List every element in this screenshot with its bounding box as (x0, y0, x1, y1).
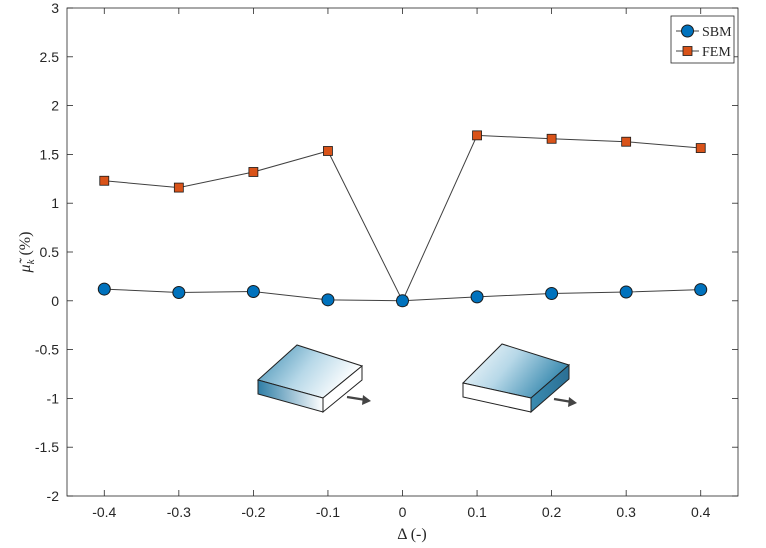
y-axis: -2 -1.5 -1 -0.5 0 0.5 1 1.5 2 2.5 3 (35, 0, 738, 504)
y-tick-label: -1.5 (35, 439, 59, 455)
y-tick-label: 0 (51, 293, 59, 309)
y-tick-label: 1 (51, 195, 59, 211)
legend-marker-sbm (681, 24, 694, 38)
y-tick-label: -0.5 (35, 342, 59, 358)
x-tick-label: -0.1 (316, 504, 340, 520)
y-tick-label: 2.5 (40, 49, 60, 65)
sbm-point (619, 285, 633, 299)
fem-point (99, 175, 110, 186)
y-tick-label: 2 (51, 98, 59, 114)
legend-entry-sbm: SBM (676, 24, 732, 40)
arrow-icon (553, 397, 577, 407)
x-tick-label: -0.3 (167, 504, 191, 520)
fem-point (248, 167, 259, 177)
legend-label-sbm: SBM (702, 25, 732, 40)
fem-point (621, 136, 632, 147)
plate-icon-left (256, 344, 371, 414)
sbm-point (246, 285, 260, 299)
fem-point (546, 133, 557, 144)
legend-entry-fem: FEM (676, 45, 731, 60)
y-tick-label: -2 (47, 488, 60, 504)
x-tick-label: 0.1 (467, 504, 487, 520)
sbm-point (172, 286, 186, 300)
y-tick-label: 1.5 (40, 146, 60, 162)
y-tick-label: 0.5 (40, 244, 60, 260)
x-tick-label: 0.2 (542, 504, 562, 520)
plot-area (66, 7, 739, 497)
plate-icon-right (462, 343, 577, 414)
x-tick-label: 0.4 (691, 504, 711, 520)
legend-label-fem: FEM (702, 45, 731, 60)
series-sbm (97, 282, 708, 308)
legend-box (670, 15, 735, 64)
sbm-point (321, 293, 335, 307)
fem-point (695, 143, 706, 153)
x-tick-label: 0 (399, 504, 407, 520)
series-layer (97, 130, 708, 308)
sbm-point (545, 286, 559, 300)
y-tick-label: 3 (51, 0, 59, 16)
arrow-icon (346, 395, 371, 405)
sbm-point (396, 294, 409, 308)
x-tick-label: -0.2 (241, 504, 265, 520)
sbm-point (470, 290, 484, 304)
x-axis-label: Δ (-) (397, 526, 426, 543)
x-tick-label: -0.4 (92, 504, 116, 520)
y-axis-label: μ̃k (%) (17, 232, 37, 274)
legend-marker-fem (682, 46, 693, 56)
legend: SBM FEM (670, 15, 735, 64)
fem-point (472, 130, 482, 141)
x-axis: -0.4 -0.3 -0.2 -0.1 0 0.1 0.2 0.3 0.4 (92, 8, 711, 520)
y-tick-label: -1 (47, 390, 60, 406)
x-tick-label: 0.3 (616, 504, 636, 520)
fem-point (323, 146, 333, 156)
sbm-point (97, 282, 111, 296)
sbm-point (694, 283, 708, 297)
fem-point (173, 182, 184, 193)
